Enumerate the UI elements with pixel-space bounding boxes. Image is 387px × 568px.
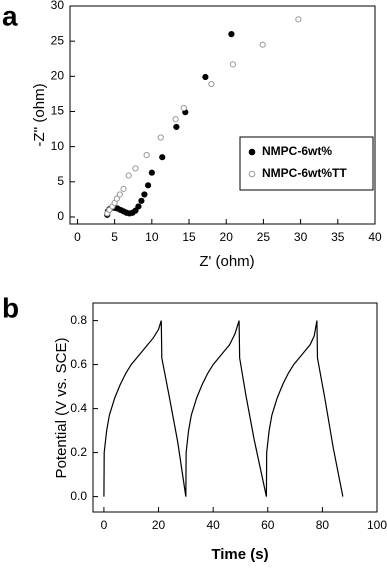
- point: [116, 191, 123, 198]
- x-tick-label: 0: [74, 230, 81, 244]
- point: [120, 185, 127, 192]
- legend-label: NMPC-6wt%: [262, 144, 332, 158]
- y-tick-label: 0.6: [70, 357, 87, 371]
- point: [143, 151, 150, 159]
- x-tick-label: 35: [331, 230, 345, 244]
- point: [180, 104, 187, 112]
- legend-marker: [248, 148, 256, 156]
- point: [159, 154, 166, 161]
- legend-box: [239, 136, 374, 191]
- point: [125, 172, 132, 179]
- x-tick-label: 5: [111, 230, 118, 244]
- point: [157, 134, 164, 141]
- x-axis-title: Z' (ohm): [199, 253, 254, 270]
- point: [138, 197, 145, 204]
- y-tick-label: 0: [57, 209, 64, 223]
- x-tick-label: 15: [182, 230, 196, 244]
- x-tick-label: 20: [152, 518, 166, 532]
- y-tick-label: 10: [51, 139, 65, 153]
- y-axis-title: Potential (V vs. SCE): [53, 338, 70, 479]
- point: [135, 203, 142, 210]
- x-tick-label: 100: [367, 518, 387, 532]
- x-axis-title: Time (s): [211, 546, 268, 563]
- line: [103, 320, 344, 497]
- x-tick-label: 60: [261, 518, 275, 532]
- legend-marker: [248, 170, 256, 178]
- y-tick-label: 0.4: [70, 401, 87, 415]
- x-tick-label: 25: [257, 230, 271, 244]
- point: [208, 80, 215, 88]
- y-tick-label: 0.2: [70, 445, 87, 459]
- x-tick-label: 10: [145, 230, 159, 244]
- y-tick-label: 0.8: [70, 313, 87, 327]
- x-tick-label: 80: [316, 518, 330, 532]
- x-tick-label: 0: [101, 518, 108, 532]
- point: [229, 61, 237, 68]
- point: [148, 169, 155, 176]
- panel-label: b: [2, 292, 19, 323]
- y-tick-label: 25: [51, 33, 65, 47]
- point: [295, 16, 302, 23]
- y-tick-label: 15: [51, 104, 65, 118]
- point: [173, 123, 180, 131]
- point: [132, 207, 139, 214]
- point: [172, 116, 179, 123]
- panel-label: a: [2, 0, 18, 31]
- point: [145, 182, 152, 189]
- point: [228, 31, 235, 38]
- y-tick-label: 5: [57, 174, 64, 188]
- y-tick-label: 0.0: [70, 489, 87, 503]
- plot-frame: [69, 5, 376, 225]
- point: [113, 195, 120, 202]
- x-tick-label: 40: [368, 230, 382, 244]
- x-tick-label: 40: [206, 518, 220, 532]
- y-axis-title: -Z'' (ohm): [31, 83, 48, 146]
- plot-frame: [92, 302, 378, 513]
- y-tick-label: 20: [51, 68, 65, 82]
- x-tick-label: 30: [294, 230, 308, 244]
- legend-label: NMPC-6wt%TT: [262, 166, 347, 180]
- point: [141, 191, 148, 198]
- point: [132, 165, 139, 172]
- x-tick-label: 20: [220, 230, 234, 244]
- point: [259, 41, 266, 48]
- y-tick-label: 30: [51, 0, 65, 12]
- point: [202, 73, 209, 81]
